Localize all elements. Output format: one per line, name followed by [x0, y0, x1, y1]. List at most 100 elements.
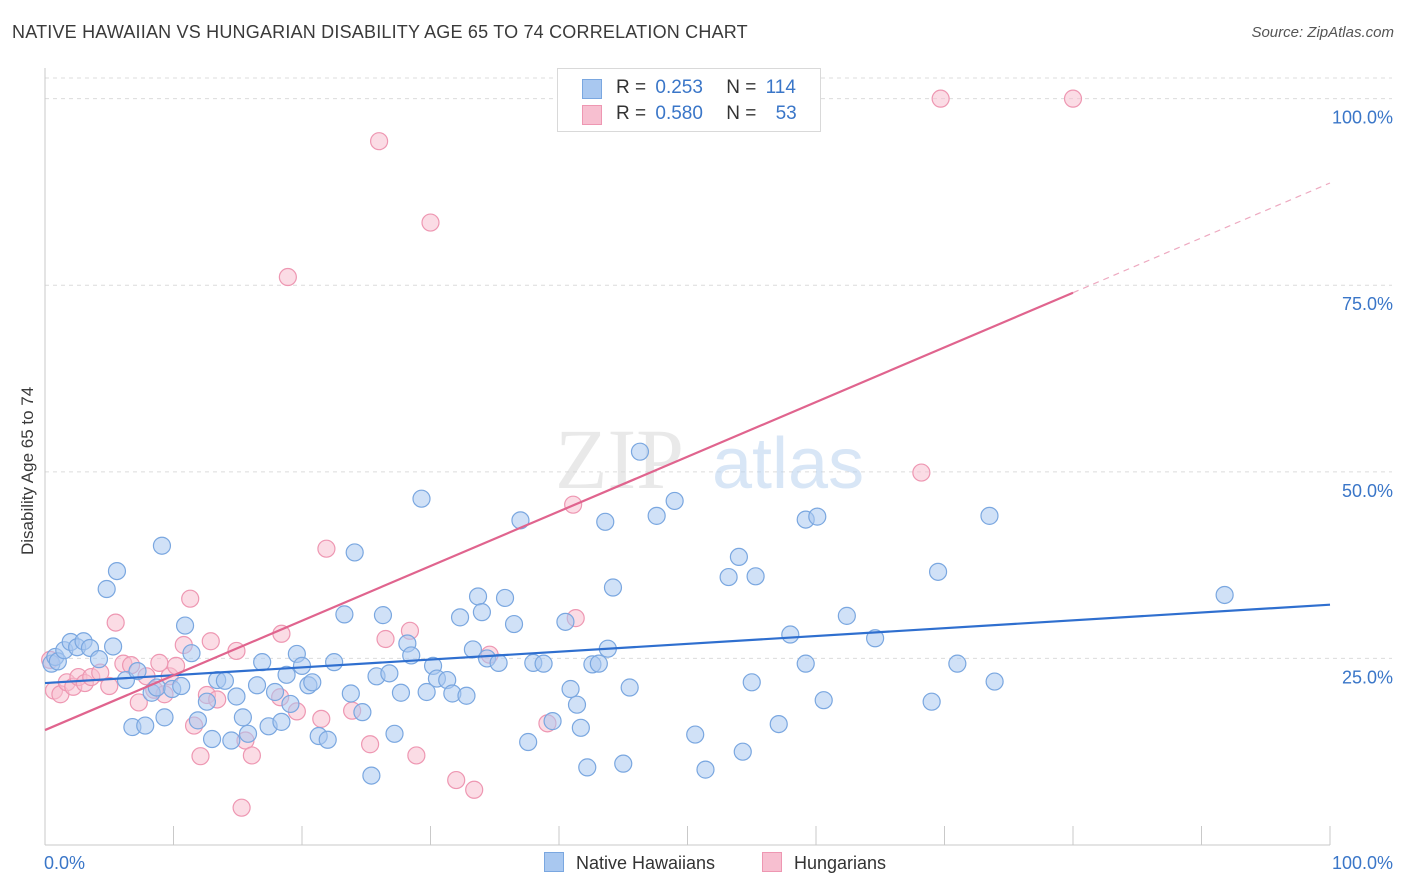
data-point — [450, 608, 470, 627]
r-value: 0.580 — [655, 103, 703, 124]
data-point — [489, 653, 508, 672]
data-point — [719, 567, 738, 587]
data-point — [312, 709, 331, 728]
legend-label: Hungarians — [794, 853, 887, 873]
data-point — [373, 606, 393, 625]
data-point — [665, 491, 684, 511]
data-point — [370, 132, 389, 151]
data-point — [172, 676, 191, 696]
data-point — [814, 691, 833, 710]
r-value: 0.253 — [655, 77, 703, 98]
data-point — [233, 708, 252, 727]
data-point — [1063, 89, 1083, 108]
data-point — [89, 650, 109, 669]
data-point — [247, 676, 267, 695]
legend-hungarians: Hungarians — [762, 852, 886, 874]
data-point — [742, 673, 761, 692]
data-point — [556, 612, 575, 631]
watermark-atlas: atlas — [712, 424, 864, 504]
chart-title: NATIVE HAWAIIAN VS HUNGARIAN DISABILITY … — [12, 22, 748, 42]
trendline-hungarians-extrapolated — [1072, 182, 1331, 294]
data-point — [980, 506, 999, 525]
legend-blue-swatch — [544, 852, 564, 872]
data-point — [191, 747, 210, 766]
y-tick-label: 100.0% — [1332, 108, 1393, 128]
data-point — [303, 673, 322, 692]
data-point — [985, 672, 1004, 691]
data-point — [912, 463, 931, 482]
legend-label: Native Hawaiians — [576, 853, 716, 873]
data-point — [353, 703, 372, 722]
data-point — [201, 632, 220, 651]
data-point — [97, 579, 116, 599]
data-point — [100, 676, 119, 696]
data-point — [227, 687, 246, 706]
data-point — [589, 654, 608, 673]
data-point — [647, 506, 666, 525]
y-tick-label: 75.0% — [1342, 294, 1393, 314]
data-point — [182, 644, 201, 663]
data-point — [242, 746, 261, 765]
trendlines — [44, 182, 1331, 732]
data-point — [948, 654, 967, 673]
trendline-hungarians — [44, 291, 1074, 732]
data-point — [335, 605, 354, 624]
x-tick-label-min: 0.0% — [44, 853, 85, 873]
data-point — [136, 716, 155, 735]
data-point — [630, 442, 650, 461]
data-point — [412, 489, 431, 508]
data-point — [447, 770, 466, 790]
data-point — [465, 780, 484, 799]
n-value: 53 — [775, 103, 797, 124]
data-point — [931, 89, 950, 108]
data-point — [238, 724, 258, 743]
y-tick-label: 25.0% — [1342, 667, 1393, 687]
data-point — [128, 662, 147, 681]
data-point — [265, 682, 285, 702]
data-point — [155, 708, 174, 727]
r-label: R = — [616, 77, 647, 98]
data-point — [318, 730, 337, 749]
source-label: Source: ZipAtlas.com — [1251, 24, 1394, 41]
data-point — [519, 732, 538, 752]
data-point — [106, 613, 125, 632]
data-point — [686, 725, 705, 744]
data-point — [1215, 585, 1234, 605]
data-point — [188, 711, 208, 730]
data-point — [385, 724, 404, 743]
data-point — [733, 742, 752, 761]
y-tick-labels: 25.0% 50.0% 75.0% 100.0% — [1332, 108, 1393, 688]
data-point — [468, 587, 488, 606]
data-point — [253, 653, 272, 672]
data-point — [457, 686, 476, 705]
watermark-zip: ZIP — [555, 411, 684, 507]
watermark: ZIP atlas — [555, 411, 864, 507]
data-point — [614, 754, 633, 773]
data-point — [107, 561, 127, 581]
blue-swatch — [582, 79, 602, 99]
data-point — [104, 637, 123, 656]
data-point — [543, 712, 562, 731]
data-point — [181, 589, 200, 608]
data-point — [272, 712, 291, 731]
data-point — [746, 567, 765, 586]
data-point — [361, 735, 380, 754]
data-point — [175, 616, 195, 635]
data-point — [278, 267, 297, 287]
data-point — [808, 507, 827, 526]
data-point — [129, 693, 148, 712]
data-point — [504, 614, 524, 634]
data-point — [922, 692, 941, 711]
data-point — [603, 578, 623, 597]
data-point — [197, 692, 217, 711]
y-axis-label: Disability Age 65 to 74 — [18, 386, 37, 555]
gridlines — [45, 77, 1392, 659]
data-point — [380, 664, 399, 683]
pink-swatch — [582, 105, 602, 125]
n-label: N = — [726, 77, 757, 98]
data-point — [277, 665, 296, 684]
trendline-native-hawaiians — [44, 603, 1331, 685]
data-point — [407, 746, 426, 765]
data-point — [232, 798, 251, 817]
